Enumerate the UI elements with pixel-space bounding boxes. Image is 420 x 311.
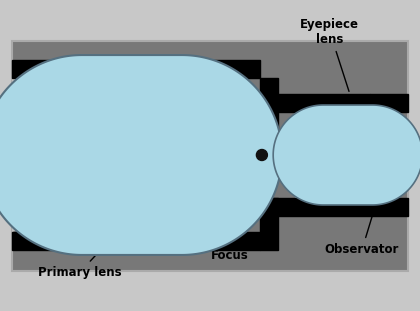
Bar	[370, 94, 408, 112]
Bar	[12, 232, 260, 250]
Polygon shape	[262, 94, 372, 216]
Text: Focus: Focus	[211, 164, 261, 262]
Bar	[260, 78, 278, 130]
Bar	[260, 198, 370, 216]
Polygon shape	[273, 105, 420, 205]
Polygon shape	[12, 96, 262, 155]
Bar	[12, 60, 260, 78]
Text: Eyepiece
lens: Eyepiece lens	[300, 18, 360, 91]
Polygon shape	[262, 126, 372, 184]
Bar	[260, 198, 278, 250]
Bar	[355, 119, 371, 191]
Bar	[260, 94, 370, 112]
Bar	[370, 198, 408, 216]
Polygon shape	[12, 60, 262, 232]
Circle shape	[256, 150, 268, 160]
Text: Primary lens: Primary lens	[38, 231, 122, 279]
Polygon shape	[12, 126, 262, 184]
Polygon shape	[0, 55, 282, 255]
Text: Observator: Observator	[325, 194, 399, 256]
Bar	[12, 41, 408, 271]
Polygon shape	[12, 155, 262, 214]
